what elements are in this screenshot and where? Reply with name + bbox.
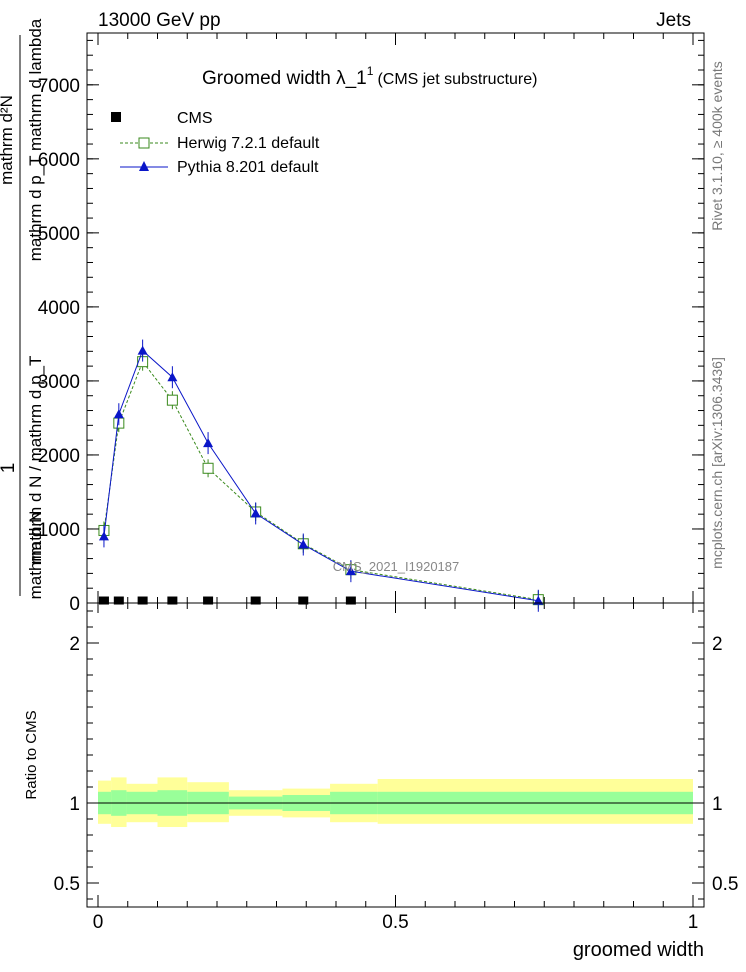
chart-title-main: Groomed width λ_1 <box>202 68 367 89</box>
ratio-plot-frame <box>86 602 705 908</box>
legend-label-herwig: Herwig 7.2.1 default <box>177 135 320 152</box>
pythia-data-point <box>167 372 178 382</box>
chart-title: Groomed width λ_11 (CMS jet substructure) <box>202 64 537 89</box>
rivet-version-label: Rivet 3.1.10, ≥ 400k events <box>709 61 725 231</box>
series-layer <box>98 339 544 612</box>
cms-data-point <box>113 596 124 605</box>
pythia-data-point <box>137 345 148 355</box>
y-axis-label-factor: 1 <box>0 463 19 474</box>
legend: CMS Herwig 7.2.1 default Pythia 8.201 de… <box>111 110 320 176</box>
y-tick-label: 1000 <box>38 520 80 541</box>
y-axis-label-line1: mathrm d²N <box>0 95 16 185</box>
series-line-1 <box>103 360 539 601</box>
y-axis-label-line3: mathrm d N / mathrm d p_T <box>26 356 45 565</box>
chart-title-suffix: (CMS jet substructure) <box>377 71 537 88</box>
header-jets: Jets <box>656 10 691 31</box>
legend-marker-pythia <box>139 161 149 171</box>
ratio-tick-label: 2 <box>69 634 80 655</box>
y-tick-label: 7000 <box>38 76 80 97</box>
y-tick-label: 3000 <box>38 372 80 393</box>
ratio-tick-label: 1 <box>69 794 80 815</box>
pythia-data-point <box>298 539 309 549</box>
ratio-tick-label-right: 1 <box>712 794 723 815</box>
legend-label-pythia: Pythia 8.201 default <box>177 159 319 176</box>
y-tick-label: 0 <box>69 594 80 615</box>
y-tick-label: 4000 <box>38 298 80 319</box>
herwig-data-point <box>166 394 178 406</box>
y-axis-label-line4: mathrm d N <box>26 511 45 600</box>
analysis-watermark: CMS_2021_I1920187 <box>333 559 460 574</box>
pythia-data-point <box>345 566 356 576</box>
cms-data-point <box>298 596 309 605</box>
y-axis-label: 1 mathrm d²N mathrm d p_T mathrm d lambd… <box>0 18 45 599</box>
ratio-y-axis-label: Ratio to CMS <box>23 710 40 799</box>
x-tick-label: 1 <box>688 912 699 933</box>
series-line-2 <box>103 349 539 602</box>
y-axis-label-line2: mathrm d p_T mathrm d lambda <box>26 18 45 261</box>
legend-label-cms: CMS <box>177 110 213 127</box>
ratio-tick-label-right: 2 <box>712 634 723 655</box>
y-tick-label: 2000 <box>38 446 80 467</box>
mcplots-label: mcplots.cern.ch [arXiv:1306.3436] <box>709 357 725 569</box>
pythia-data-point <box>98 531 109 541</box>
pythia-data-point <box>250 508 261 518</box>
legend-marker-herwig <box>138 137 150 149</box>
legend-marker-cms <box>111 112 121 122</box>
cms-data-point <box>203 596 214 605</box>
cms-data-point <box>345 596 356 605</box>
axis-ticks: 0 0.5 1 0 1000 2000 3000 4000 5000 6000 7000 0.5 0.5… <box>38 33 738 933</box>
ratio-tick-label: 0.5 <box>54 874 80 895</box>
y-tick-label: 6000 <box>38 150 80 171</box>
header-energy: 13000 GeV pp <box>98 10 221 31</box>
ratio-bands <box>98 777 693 827</box>
cms-data-point <box>137 596 148 605</box>
x-tick-label: 0.5 <box>382 912 408 933</box>
pythia-data-point <box>113 409 124 419</box>
ratio-tick-label-right: 0.5 <box>712 874 738 895</box>
herwig-data-point <box>202 462 214 474</box>
x-axis-label: groomed width <box>573 939 704 961</box>
cms-data-point <box>250 596 261 605</box>
chart-title-sup: 1 <box>367 64 374 78</box>
cms-data-point <box>167 596 178 605</box>
cms-data-point <box>98 596 109 605</box>
y-tick-label: 5000 <box>38 224 80 245</box>
x-tick-label: 0 <box>93 912 104 933</box>
pythia-data-point <box>203 438 214 448</box>
